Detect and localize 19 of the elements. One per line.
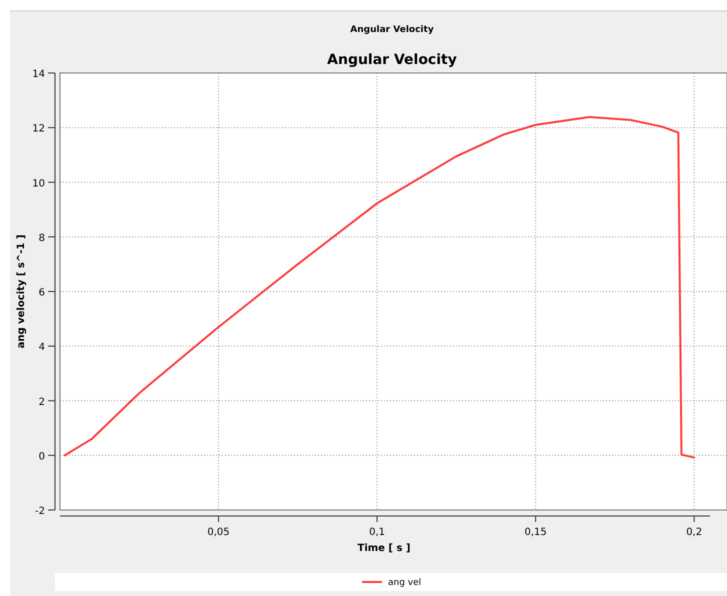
x-tick-label: 0,2	[686, 527, 702, 538]
y-tick-label: 8	[38, 232, 45, 244]
y-tick-label: 2	[38, 396, 45, 408]
y-tick-label: 6	[38, 288, 45, 298]
x-axis-title: Time [ s ]	[358, 543, 410, 554]
y-tick-label: 12	[32, 124, 45, 135]
text: Angular Velocity	[350, 25, 434, 35]
y-axis-title: ang velocity [ s^-1 ]	[16, 234, 27, 348]
legend-label: ang vel	[388, 578, 422, 588]
line-series	[64, 116, 696, 459]
y-tick-label: 0	[38, 451, 45, 462]
y-tick-label: 10	[32, 178, 45, 190]
y-tick-label: 4	[38, 342, 45, 354]
y-tick-label: 14	[32, 69, 45, 80]
x-tick-label: 0,15	[524, 527, 547, 538]
x-tick-label: 0,1	[369, 527, 386, 538]
chart-title: Angular Velocity	[327, 52, 457, 68]
y-tick-label: -2	[35, 506, 45, 517]
x-tick-label: 0,05	[207, 527, 230, 538]
